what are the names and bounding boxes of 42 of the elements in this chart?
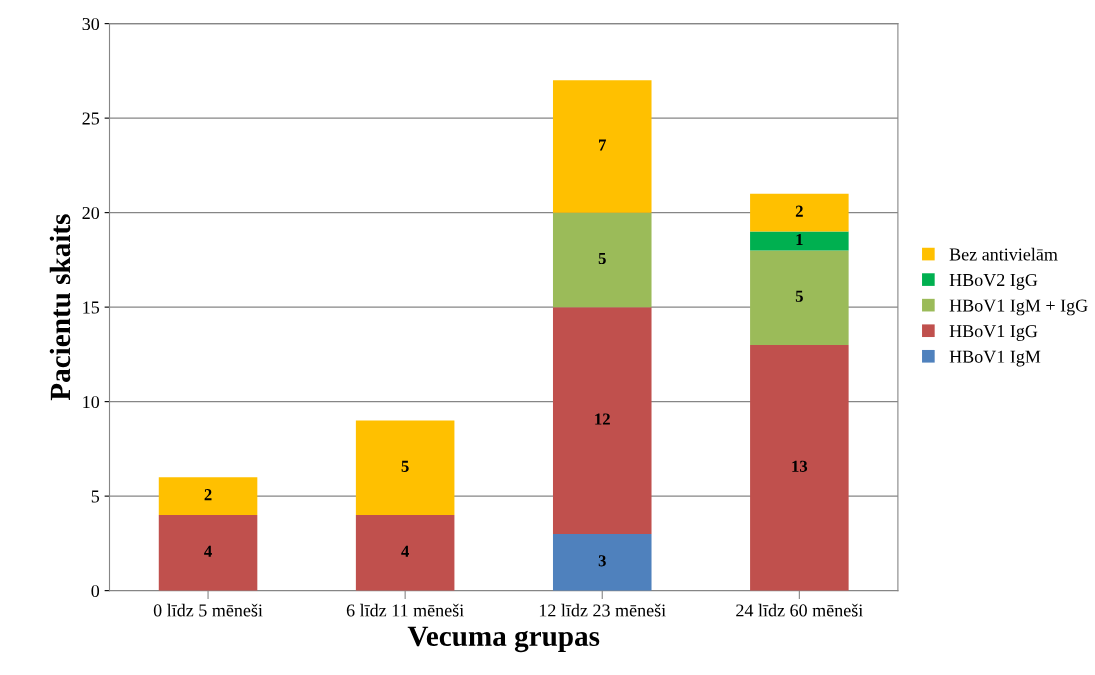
y-tick-label: 5 xyxy=(91,490,100,503)
y-tick-label: 10 xyxy=(83,395,100,409)
data-label: 1 xyxy=(796,233,803,245)
bar xyxy=(355,420,455,516)
legend-label: Bez antivielām xyxy=(949,247,1058,261)
data-label: 3 xyxy=(598,555,606,567)
legend-label: HBoV1 IgM + IgG xyxy=(949,299,1088,316)
bar xyxy=(158,477,258,516)
legend-label: HBoV2 IgG xyxy=(949,273,1038,290)
bar xyxy=(750,193,849,232)
bar xyxy=(552,533,652,591)
data-label: 5 xyxy=(795,290,803,302)
data-label: 2 xyxy=(204,489,212,501)
bar xyxy=(750,250,849,345)
y-tick-label: 30 xyxy=(82,17,100,31)
data-label: 4 xyxy=(401,545,410,557)
data-label: 2 xyxy=(795,205,803,217)
y-tick-label: 0 xyxy=(91,584,100,598)
bar xyxy=(750,231,849,251)
y-tick-label: 25 xyxy=(82,112,100,125)
x-axis-title: Vecuma grupas xyxy=(407,626,600,653)
bar xyxy=(552,307,652,534)
data-label: 5 xyxy=(598,252,606,265)
y-axis-title: Pacientu skaits xyxy=(49,214,71,401)
y-tick-label: 15 xyxy=(83,301,100,314)
bar xyxy=(355,515,455,591)
data-label: 5 xyxy=(401,460,409,472)
bar xyxy=(750,344,849,591)
y-tick-label: 20 xyxy=(82,206,100,220)
data-label: 12 xyxy=(595,413,610,425)
bar xyxy=(158,515,258,591)
x-tick-label: 24 līdz 60 mēneši xyxy=(736,603,863,617)
bar xyxy=(552,212,652,308)
legend-label: HBoV1 IgM xyxy=(949,350,1041,367)
legend-label: HBoV1 IgG xyxy=(949,325,1038,341)
x-tick-label: 12 līdz 23 mēneši xyxy=(539,603,666,617)
bar xyxy=(552,80,652,213)
data-label: 4 xyxy=(204,545,212,557)
data-label: 13 xyxy=(792,460,808,472)
x-tick-label: 0 līdz 5 mēneši xyxy=(153,603,263,617)
data-label: 7 xyxy=(599,139,607,151)
x-tick-label: 6 līdz 11 mēneši xyxy=(346,603,464,617)
